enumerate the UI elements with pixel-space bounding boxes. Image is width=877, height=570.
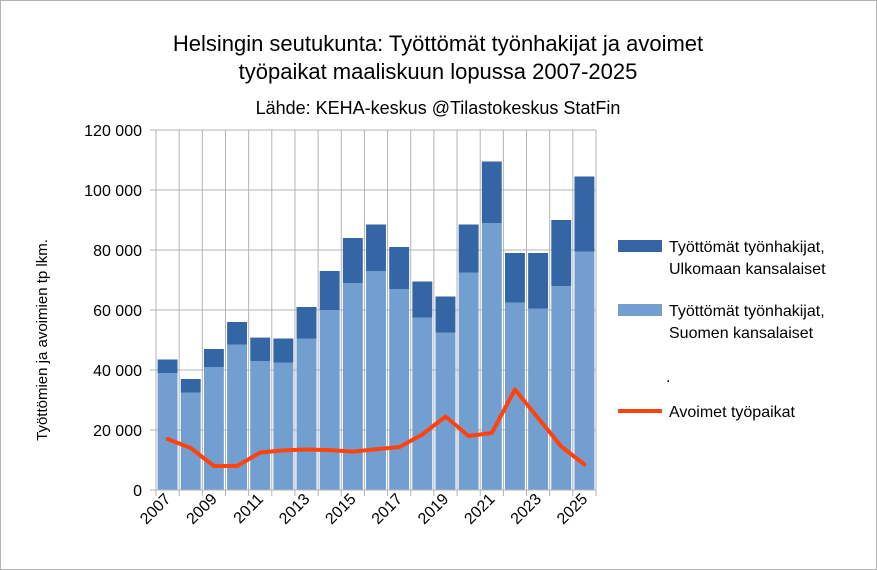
bar-suomen-kansalaiset <box>458 272 479 490</box>
bar-suomen-kansalaiset <box>435 332 456 490</box>
legend-label: . <box>666 369 670 386</box>
bar-suomen-kansalaiset <box>250 361 271 490</box>
legend-label-line-2: Ulkomaan kansalaiset <box>669 261 826 278</box>
bar-ulkomaan-kansalaiset <box>296 307 317 339</box>
bar-ulkomaan-kansalaiset <box>273 338 294 363</box>
y-tick-label: 100 000 <box>84 183 142 200</box>
bar-ulkomaan-kansalaiset <box>389 247 410 289</box>
bar-suomen-kansalaiset <box>157 373 178 490</box>
bar-suomen-kansalaiset <box>528 308 549 490</box>
bar-ulkomaan-kansalaiset <box>366 224 386 271</box>
bar-ulkomaan-kansalaiset <box>203 349 224 367</box>
legend-label-line-2: Suomen kansalaiset <box>669 325 814 342</box>
bar-suomen-kansalaiset <box>389 289 410 490</box>
legend-swatch <box>618 304 662 316</box>
x-tick-label: 2011 <box>231 491 267 527</box>
bar-suomen-kansalaiset <box>273 362 294 490</box>
bar-suomen-kansalaiset <box>227 344 248 490</box>
legend-swatch <box>618 240 662 252</box>
chart-title-line-2: työpaikat maaliskuun lopussa 2007-2025 <box>239 59 638 84</box>
legend-label: Avoimet työpaikat <box>669 404 796 421</box>
legend-label: Työttömät työnhakijat, <box>669 303 825 320</box>
y-tick-label: 20 000 <box>93 423 142 440</box>
bar-ulkomaan-kansalaiset <box>227 322 248 345</box>
bar-suomen-kansalaiset <box>504 302 525 490</box>
bar-ulkomaan-kansalaiset <box>412 281 433 318</box>
bar-ulkomaan-kansalaiset <box>180 379 201 393</box>
x-tick-label: 2023 <box>508 491 545 528</box>
bar-ulkomaan-kansalaiset <box>504 253 525 303</box>
bar-suomen-kansalaiset <box>412 317 433 490</box>
bar-ulkomaan-kansalaiset <box>481 161 502 223</box>
chart-title-line-1: Helsingin seutukunta: Työttömät työnhaki… <box>173 31 703 56</box>
y-axis-label: Työttömien ja avoimien tp lkm. <box>34 239 51 441</box>
bar-ulkomaan-kansalaiset <box>157 359 178 373</box>
bar-ulkomaan-kansalaiset <box>435 296 456 333</box>
bar-suomen-kansalaiset <box>180 392 201 490</box>
x-tick-label: 2025 <box>554 491 591 528</box>
bar-suomen-kansalaiset <box>366 271 386 490</box>
bar-ulkomaan-kansalaiset <box>528 253 549 309</box>
y-tick-label: 120 000 <box>84 123 142 140</box>
y-tick-label: 60 000 <box>93 303 142 320</box>
bar-suomen-kansalaiset <box>574 251 595 490</box>
legend: Työttömät työnhakijat, Ulkomaan kansalais… <box>618 239 826 421</box>
y-tick-label: 0 <box>133 483 142 500</box>
bar-ulkomaan-kansalaiset <box>342 238 363 283</box>
bar-suomen-kansalaiset <box>342 283 363 490</box>
bar-suomen-kansalaiset <box>319 310 340 490</box>
x-tick-label: 2009 <box>184 491 221 528</box>
bar-ulkomaan-kansalaiset <box>551 220 572 286</box>
x-tick-label: 2021 <box>461 491 498 528</box>
legend-label: Työttömät työnhakijat, <box>669 239 825 256</box>
bar-suomen-kansalaiset <box>203 367 224 490</box>
line-series <box>165 387 587 468</box>
bar-suomen-kansalaiset <box>551 286 572 490</box>
y-tick-label: 80 000 <box>93 243 142 260</box>
bar-suomen-kansalaiset <box>296 338 317 490</box>
chart-subtitle: Lähde: KEHA-keskus @Tilastokeskus StatFi… <box>256 98 621 118</box>
x-tick-label: 2007 <box>137 491 174 528</box>
bars <box>157 161 595 490</box>
bar-ulkomaan-kansalaiset <box>319 271 340 310</box>
bar-ulkomaan-kansalaiset <box>250 337 271 361</box>
x-tick-label: 2013 <box>276 491 313 528</box>
x-tick-label: 2017 <box>369 491 406 528</box>
bar-suomen-kansalaiset <box>481 223 502 490</box>
y-tick-label: 40 000 <box>93 363 142 380</box>
x-tick-label: 2019 <box>415 491 452 528</box>
bar-ulkomaan-kansalaiset <box>458 224 479 273</box>
x-tick-label: 2015 <box>322 491 359 528</box>
avoimet-tyopaikat-line <box>165 387 587 468</box>
bar-ulkomaan-kansalaiset <box>574 176 595 252</box>
